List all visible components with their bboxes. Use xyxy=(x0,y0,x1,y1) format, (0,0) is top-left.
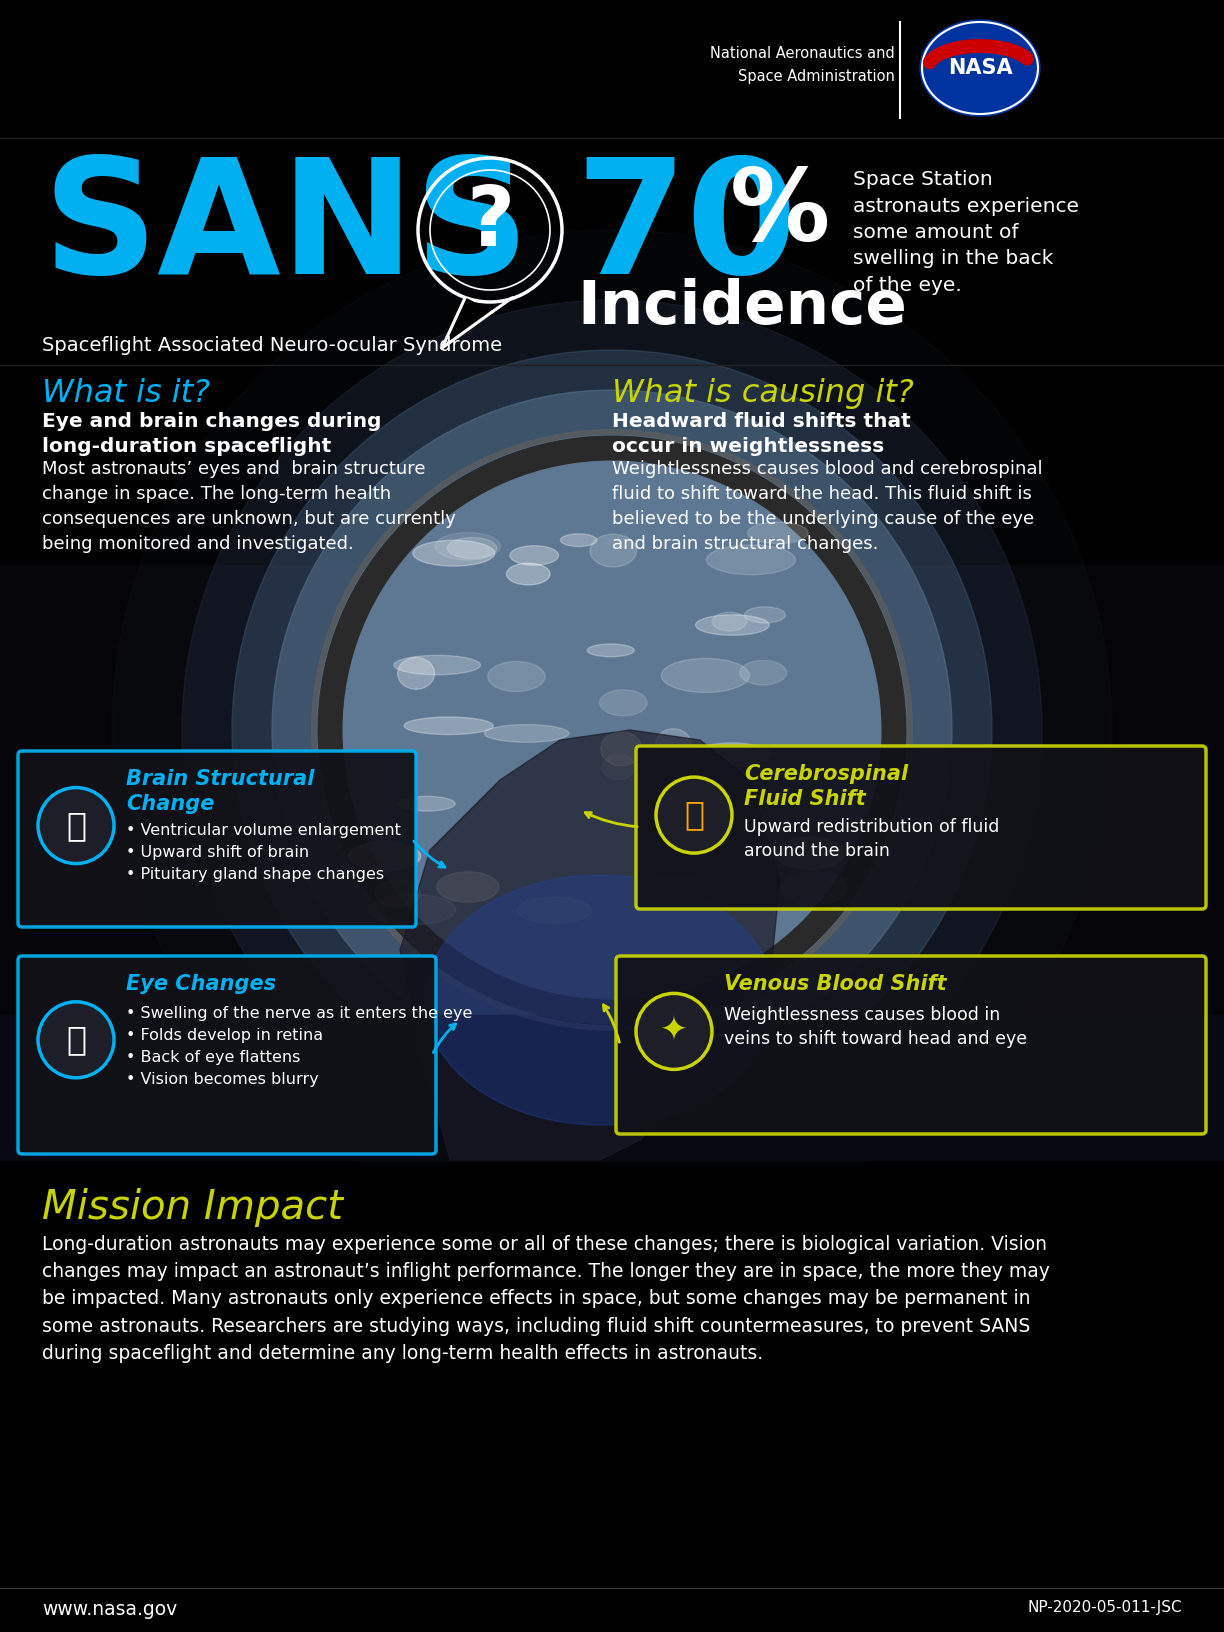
Text: SANS: SANS xyxy=(42,152,530,307)
Text: 70: 70 xyxy=(575,152,797,307)
FancyBboxPatch shape xyxy=(636,746,1206,909)
Text: ?: ? xyxy=(466,181,514,263)
Bar xyxy=(0,565,1224,1160)
Ellipse shape xyxy=(368,894,455,925)
Text: NP-2020-05-011-JSC: NP-2020-05-011-JSC xyxy=(1027,1599,1182,1616)
Ellipse shape xyxy=(739,661,787,685)
Circle shape xyxy=(636,994,712,1069)
Text: Long-duration astronauts may experience some or all of these changes; there is b: Long-duration astronauts may experience … xyxy=(42,1235,1050,1363)
Ellipse shape xyxy=(600,690,647,716)
Text: 👁: 👁 xyxy=(66,1023,86,1056)
Ellipse shape xyxy=(748,522,808,543)
Ellipse shape xyxy=(661,658,749,692)
Ellipse shape xyxy=(590,534,636,566)
Circle shape xyxy=(233,349,991,1110)
FancyBboxPatch shape xyxy=(616,956,1206,1134)
Ellipse shape xyxy=(781,871,847,904)
Circle shape xyxy=(182,300,1042,1160)
Ellipse shape xyxy=(646,878,705,893)
Text: Weightlessness causes blood in
veins to shift toward head and eye: Weightlessness causes blood in veins to … xyxy=(725,1005,1027,1048)
Ellipse shape xyxy=(349,842,421,870)
Text: Mission Impact: Mission Impact xyxy=(42,1188,343,1227)
Text: Venous Blood Shift: Venous Blood Shift xyxy=(725,974,946,994)
Ellipse shape xyxy=(399,796,455,811)
Circle shape xyxy=(272,390,952,1071)
Ellipse shape xyxy=(398,658,435,689)
Ellipse shape xyxy=(518,898,591,924)
Text: 🧠: 🧠 xyxy=(684,798,704,832)
Circle shape xyxy=(656,777,732,854)
Text: ✦: ✦ xyxy=(660,1015,688,1048)
Ellipse shape xyxy=(425,875,775,1124)
Ellipse shape xyxy=(776,837,843,870)
Ellipse shape xyxy=(507,563,550,584)
Polygon shape xyxy=(400,730,780,1160)
Ellipse shape xyxy=(394,656,481,674)
Ellipse shape xyxy=(412,540,494,566)
Bar xyxy=(0,1164,1224,1593)
Text: Incidence: Incidence xyxy=(577,277,907,336)
Ellipse shape xyxy=(487,661,545,692)
Ellipse shape xyxy=(695,615,769,635)
Ellipse shape xyxy=(561,534,597,547)
Ellipse shape xyxy=(602,754,635,780)
Circle shape xyxy=(312,429,912,1030)
Text: • Ventricular volume enlargement: • Ventricular volume enlargement xyxy=(126,823,401,837)
Text: • Swelling of the nerve as it enters the eye: • Swelling of the nerve as it enters the… xyxy=(126,1005,472,1022)
Text: Weightlessness causes blood and cerebrospinal
fluid to shift toward the head. Th: Weightlessness causes blood and cerebros… xyxy=(612,460,1043,553)
Ellipse shape xyxy=(375,880,421,907)
Text: www.nasa.gov: www.nasa.gov xyxy=(42,1599,177,1619)
Ellipse shape xyxy=(485,725,569,743)
Text: Headward fluid shifts that
occur in weightlessness: Headward fluid shifts that occur in weig… xyxy=(612,411,911,455)
FancyBboxPatch shape xyxy=(18,956,436,1154)
Bar xyxy=(0,1015,1224,1160)
Circle shape xyxy=(38,1002,114,1077)
Circle shape xyxy=(38,788,114,863)
Text: What is causing it?: What is causing it? xyxy=(612,379,914,410)
Text: • Upward shift of brain: • Upward shift of brain xyxy=(126,845,310,860)
Text: Spaceflight Associated Neuro-ocular Syndrome: Spaceflight Associated Neuro-ocular Synd… xyxy=(42,336,502,356)
Circle shape xyxy=(113,230,1111,1231)
Polygon shape xyxy=(442,299,492,348)
Ellipse shape xyxy=(920,20,1040,116)
FancyBboxPatch shape xyxy=(18,751,416,927)
Ellipse shape xyxy=(601,731,641,765)
Text: NASA: NASA xyxy=(947,59,1012,78)
Ellipse shape xyxy=(712,612,747,632)
Text: Cerebrospinal
Fluid Shift: Cerebrospinal Fluid Shift xyxy=(744,764,908,809)
Text: • Folds develop in retina: • Folds develop in retina xyxy=(126,1028,323,1043)
Text: Brain Structural
Change: Brain Structural Change xyxy=(126,769,315,814)
Text: 🧠: 🧠 xyxy=(66,809,86,842)
Text: Space Station
astronauts experience
some amount of
swelling in the back
of the e: Space Station astronauts experience some… xyxy=(853,170,1080,295)
Ellipse shape xyxy=(588,645,634,656)
Text: • Pituitary gland shape changes: • Pituitary gland shape changes xyxy=(126,867,384,881)
Ellipse shape xyxy=(656,730,692,761)
Ellipse shape xyxy=(694,743,770,765)
Circle shape xyxy=(332,450,892,1010)
Ellipse shape xyxy=(510,545,558,565)
Text: What is it?: What is it? xyxy=(42,379,211,410)
Text: National Aeronautics and
Space Administration: National Aeronautics and Space Administr… xyxy=(710,46,895,83)
Ellipse shape xyxy=(744,607,786,623)
Ellipse shape xyxy=(437,871,499,902)
Ellipse shape xyxy=(435,532,501,560)
Ellipse shape xyxy=(404,716,493,734)
Ellipse shape xyxy=(448,537,497,558)
Text: Most astronauts’ eyes and  brain structure
change in space. The long-term health: Most astronauts’ eyes and brain structur… xyxy=(42,460,455,553)
Ellipse shape xyxy=(706,545,796,574)
Text: Eye and brain changes during
long-duration spaceflight: Eye and brain changes during long-durati… xyxy=(42,411,382,455)
Text: • Vision becomes blurry: • Vision becomes blurry xyxy=(126,1072,318,1087)
Text: • Back of eye flattens: • Back of eye flattens xyxy=(126,1049,300,1066)
Text: Eye Changes: Eye Changes xyxy=(126,974,275,994)
Text: Upward redistribution of fluid
around the brain: Upward redistribution of fluid around th… xyxy=(744,818,999,860)
Text: %: % xyxy=(730,165,830,263)
